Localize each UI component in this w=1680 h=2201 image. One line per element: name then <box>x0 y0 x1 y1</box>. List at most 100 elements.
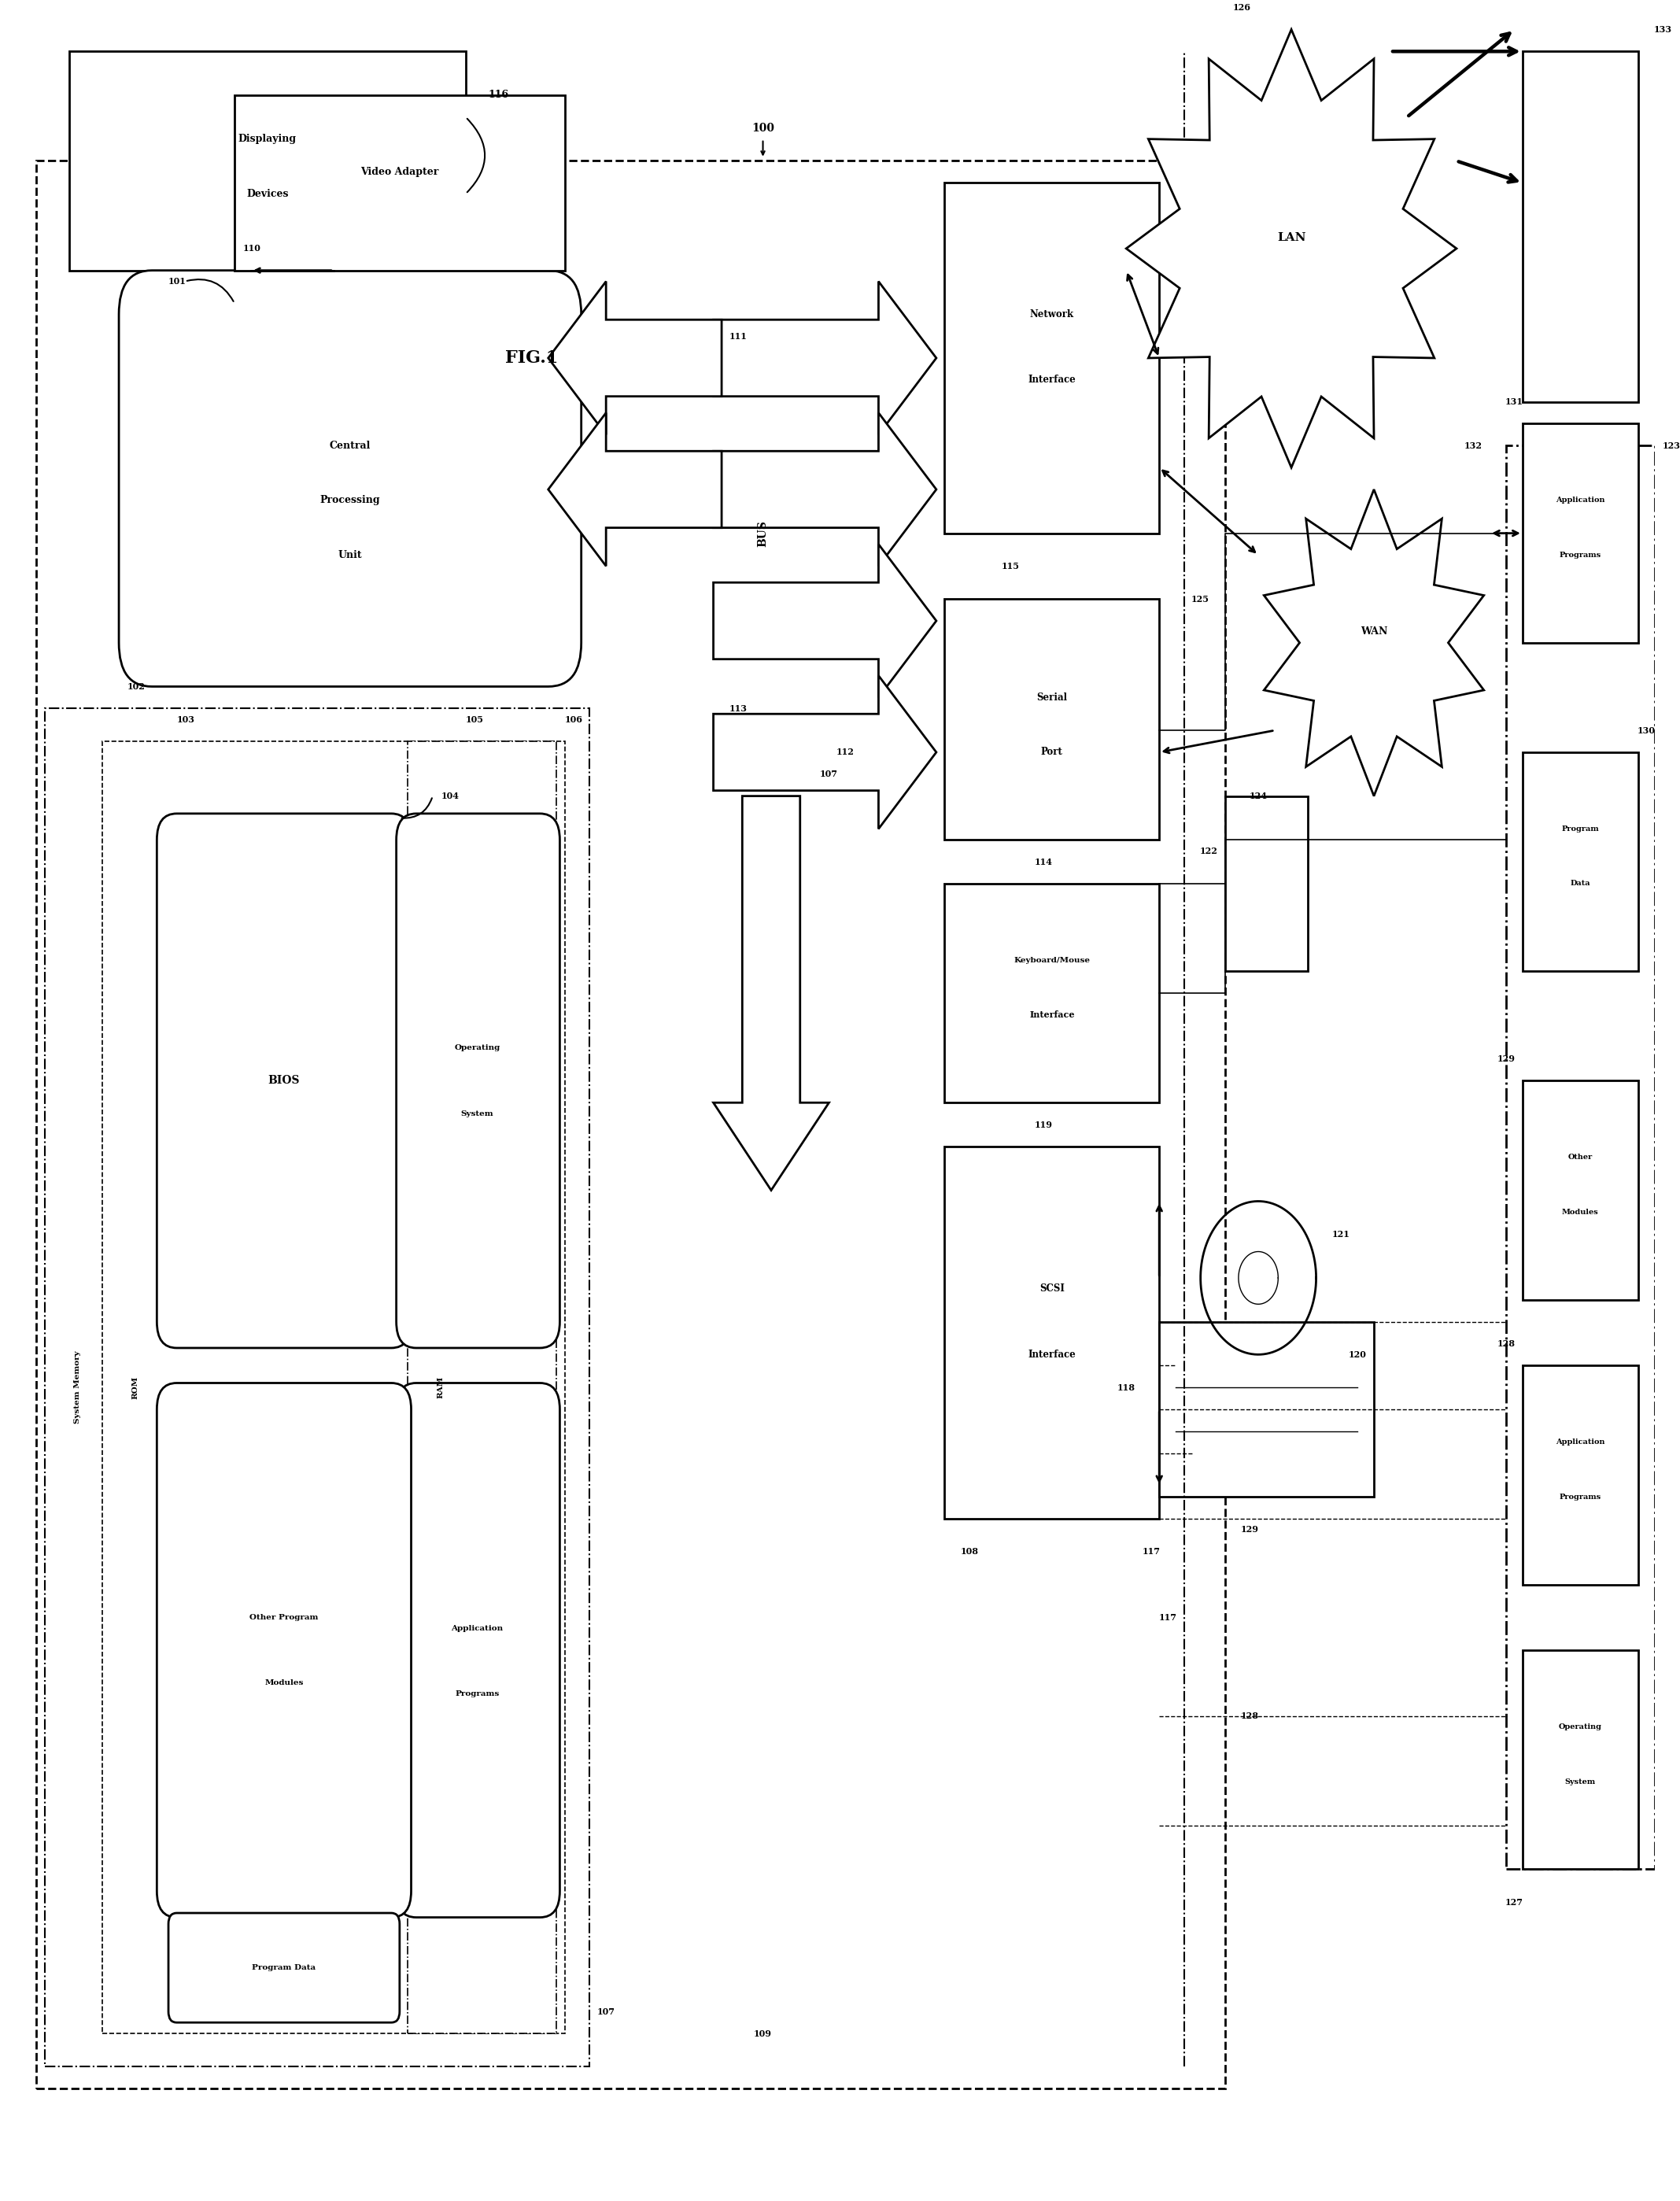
Text: 133: 133 <box>1653 24 1672 33</box>
Bar <box>45 709 590 2067</box>
Text: 117: 117 <box>1159 1613 1176 1622</box>
Bar <box>1522 1081 1638 1301</box>
Bar <box>102 742 564 2034</box>
Polygon shape <box>548 414 722 566</box>
Text: Devices: Devices <box>247 189 289 198</box>
Text: 130: 130 <box>1638 726 1655 735</box>
FancyBboxPatch shape <box>156 1382 412 1917</box>
Polygon shape <box>714 414 936 566</box>
Text: 131: 131 <box>1505 398 1524 407</box>
Text: 107: 107 <box>820 770 838 779</box>
Text: Other: Other <box>1567 1153 1593 1160</box>
Text: BIOS: BIOS <box>269 1076 301 1087</box>
Text: Port: Port <box>1042 746 1063 757</box>
Text: 102: 102 <box>128 682 144 691</box>
Text: Other Program: Other Program <box>250 1613 319 1620</box>
Text: LAN: LAN <box>1277 231 1305 242</box>
Text: Interface: Interface <box>1028 374 1075 385</box>
Text: 112: 112 <box>837 748 855 757</box>
Bar <box>944 599 1159 841</box>
FancyBboxPatch shape <box>119 271 581 687</box>
Text: 120: 120 <box>1349 1349 1366 1358</box>
FancyBboxPatch shape <box>396 814 559 1347</box>
Text: Programs: Programs <box>1559 552 1601 559</box>
Text: SCSI: SCSI <box>1040 1283 1065 1294</box>
Text: 129: 129 <box>1497 1054 1515 1063</box>
Text: Application: Application <box>1556 1439 1604 1446</box>
Text: 106: 106 <box>564 715 583 724</box>
Bar <box>1522 51 1638 403</box>
Text: 111: 111 <box>729 332 748 341</box>
Text: Keyboard/Mouse: Keyboard/Mouse <box>1013 957 1090 964</box>
Bar <box>1522 425 1638 643</box>
FancyBboxPatch shape <box>168 1913 400 2023</box>
Text: 107: 107 <box>596 2007 615 2016</box>
Text: 123: 123 <box>1662 442 1680 449</box>
Text: Processing: Processing <box>319 495 380 506</box>
Bar <box>944 883 1159 1103</box>
Polygon shape <box>714 797 828 1191</box>
Bar <box>1225 797 1307 971</box>
Text: Data: Data <box>1571 880 1591 887</box>
Text: Displaying: Displaying <box>239 134 297 143</box>
Polygon shape <box>548 282 722 434</box>
Polygon shape <box>1126 29 1457 467</box>
Text: 105: 105 <box>465 715 484 724</box>
Text: System: System <box>460 1109 494 1118</box>
Text: 116: 116 <box>489 90 509 101</box>
Text: Operating: Operating <box>1559 1723 1603 1730</box>
Bar <box>944 183 1159 533</box>
Text: Modules: Modules <box>1562 1208 1599 1215</box>
Text: Programs: Programs <box>1559 1492 1601 1501</box>
Bar <box>1522 1651 1638 1869</box>
Text: 121: 121 <box>1332 1230 1351 1239</box>
Text: Programs: Programs <box>455 1690 499 1697</box>
Bar <box>69 51 465 271</box>
FancyBboxPatch shape <box>396 1382 559 1917</box>
Bar <box>1505 445 1655 1869</box>
Text: RAM: RAM <box>437 1376 445 1398</box>
Polygon shape <box>714 676 936 830</box>
Text: 113: 113 <box>729 704 748 713</box>
Text: 108: 108 <box>961 1547 978 1556</box>
Text: Serial: Serial <box>1037 693 1067 702</box>
Text: Interface: Interface <box>1028 1349 1075 1360</box>
Text: Application: Application <box>452 1624 504 1631</box>
Text: Unit: Unit <box>338 550 363 561</box>
Text: Operating: Operating <box>454 1043 501 1052</box>
Text: 124: 124 <box>1250 792 1267 801</box>
Text: Application: Application <box>1556 497 1604 504</box>
Polygon shape <box>1263 489 1483 797</box>
Text: WAN: WAN <box>1361 627 1388 636</box>
Text: FIG.1: FIG.1 <box>506 350 558 368</box>
Text: 100: 100 <box>751 123 774 134</box>
Text: Program: Program <box>1561 825 1599 832</box>
FancyBboxPatch shape <box>156 814 412 1347</box>
Text: 125: 125 <box>1191 594 1210 603</box>
Text: 119: 119 <box>1035 1120 1053 1129</box>
Text: 117: 117 <box>1142 1547 1159 1556</box>
Text: 109: 109 <box>754 2029 771 2038</box>
Polygon shape <box>714 544 936 698</box>
Bar <box>1522 753 1638 971</box>
Text: 104: 104 <box>440 792 459 801</box>
Text: 128: 128 <box>1242 1712 1258 1721</box>
Text: Network: Network <box>1030 308 1074 319</box>
Text: 132: 132 <box>1463 442 1482 449</box>
Bar <box>235 95 564 271</box>
Bar <box>944 1147 1159 1519</box>
Text: 128: 128 <box>1497 1338 1515 1347</box>
Text: System: System <box>1564 1778 1596 1785</box>
Text: Central: Central <box>329 440 371 451</box>
Text: System Memory: System Memory <box>74 1351 81 1424</box>
Text: Interface: Interface <box>1030 1010 1075 1019</box>
Text: Video Adapter: Video Adapter <box>361 167 438 176</box>
Bar <box>1522 1365 1638 1585</box>
Text: 127: 127 <box>1505 1897 1524 1906</box>
Text: Program Data: Program Data <box>252 1963 316 1972</box>
Text: 126: 126 <box>1233 2 1252 11</box>
Text: 103: 103 <box>176 715 195 724</box>
Text: ROM: ROM <box>131 1376 139 1400</box>
Polygon shape <box>714 282 936 434</box>
Text: 110: 110 <box>242 244 260 253</box>
